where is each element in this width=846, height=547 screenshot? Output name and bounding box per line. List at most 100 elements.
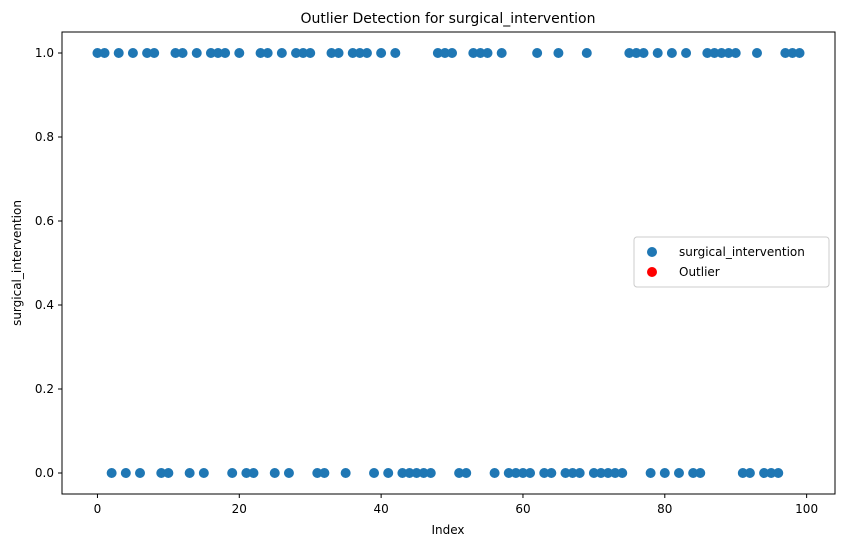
x-tick-label-100: 100 [795, 502, 818, 516]
data-point-54 [475, 48, 486, 58]
data-point-5 [127, 48, 138, 58]
legend-label-surgical-intervention: surgical_intervention [679, 245, 805, 259]
data-point-76 [631, 48, 642, 58]
x-tick-label-40: 40 [373, 502, 388, 516]
x-tick-label-60: 60 [515, 502, 530, 516]
data-point-4 [120, 468, 131, 478]
chart-title: Outlier Detection for surgical_intervent… [301, 11, 596, 27]
data-point-92 [744, 468, 755, 478]
data-point-29 [298, 48, 309, 58]
data-point-41 [383, 468, 394, 478]
data-point-60 [517, 468, 528, 478]
data-point-7 [142, 48, 153, 58]
data-point-39 [369, 468, 380, 478]
plot-frame [61, 31, 836, 495]
y-tick-label-0.0: 0.0 [35, 466, 54, 480]
data-point-0 [92, 48, 103, 58]
data-point-59 [510, 468, 521, 478]
data-point-28 [291, 48, 302, 58]
data-point-84 [688, 468, 699, 478]
data-point-93 [751, 48, 762, 58]
data-point-89 [723, 48, 734, 58]
x-tick-label-0: 0 [94, 502, 102, 516]
data-point-95 [766, 468, 777, 478]
data-point-35 [340, 468, 351, 478]
data-point-43 [397, 468, 408, 478]
legend-marker-outlier [647, 267, 657, 277]
data-point-73 [610, 468, 621, 478]
data-point-99 [794, 48, 805, 58]
y-axis-label: surgical_intervention [10, 200, 24, 326]
data-point-48 [432, 48, 443, 58]
legend: surgical_intervention Outlier [633, 236, 830, 288]
data-point-88 [716, 48, 727, 58]
data-point-87 [709, 48, 720, 58]
data-point-13 [184, 468, 195, 478]
data-point-80 [659, 468, 670, 478]
data-point-52 [461, 468, 472, 478]
data-point-85 [695, 468, 706, 478]
data-point-30 [305, 48, 316, 58]
data-point-19 [227, 468, 238, 478]
data-point-64 [546, 468, 557, 478]
legend-box [633, 236, 830, 288]
data-point-21 [241, 468, 252, 478]
data-point-14 [191, 48, 202, 58]
data-point-51 [454, 468, 465, 478]
data-point-58 [503, 468, 514, 478]
data-point-49 [439, 48, 450, 58]
data-point-55 [482, 48, 493, 58]
data-point-16 [205, 48, 216, 58]
y-axis-ticks: 0.0 0.2 0.4 0.6 0.8 1.0 [35, 46, 62, 480]
data-point-38 [361, 48, 372, 58]
data-point-27 [283, 468, 294, 478]
data-point-37 [354, 48, 365, 58]
legend-marker-surgical-intervention [647, 247, 657, 257]
data-point-70 [588, 468, 599, 478]
y-tick-label-0.6: 0.6 [35, 214, 54, 228]
data-point-10 [163, 468, 174, 478]
data-point-11 [170, 48, 181, 58]
data-point-25 [269, 468, 280, 478]
scatter-points-layer [92, 48, 805, 478]
data-point-12 [177, 48, 188, 58]
x-tick-label-20: 20 [232, 502, 247, 516]
data-point-17 [213, 48, 224, 58]
data-point-83 [681, 48, 692, 58]
data-point-50 [447, 48, 458, 58]
data-point-45 [411, 468, 422, 478]
data-point-6 [135, 468, 146, 478]
x-axis-label: Index [431, 523, 464, 537]
data-point-24 [262, 48, 273, 58]
data-point-94 [759, 468, 770, 478]
data-point-75 [624, 48, 635, 58]
x-axis-ticks: 0 20 40 60 80 100 [94, 494, 818, 516]
data-point-86 [702, 48, 713, 58]
data-point-56 [489, 468, 500, 478]
data-point-26 [276, 48, 287, 58]
data-point-18 [220, 48, 231, 58]
data-point-72 [603, 468, 614, 478]
data-point-71 [595, 468, 606, 478]
data-point-46 [418, 468, 429, 478]
data-point-9 [156, 468, 167, 478]
data-point-1 [99, 48, 110, 58]
data-point-77 [638, 48, 649, 58]
data-point-62 [532, 48, 543, 58]
data-point-53 [468, 48, 479, 58]
data-point-79 [652, 48, 663, 58]
data-point-2 [106, 468, 117, 478]
data-point-91 [737, 468, 748, 478]
data-point-74 [617, 468, 628, 478]
data-point-66 [560, 468, 571, 478]
data-point-31 [312, 468, 323, 478]
data-point-47 [425, 468, 436, 478]
data-point-78 [645, 468, 656, 478]
data-point-82 [673, 468, 684, 478]
data-point-63 [539, 468, 550, 478]
data-point-67 [567, 468, 578, 478]
data-point-15 [198, 468, 209, 478]
data-point-40 [376, 48, 387, 58]
data-point-68 [574, 468, 585, 478]
